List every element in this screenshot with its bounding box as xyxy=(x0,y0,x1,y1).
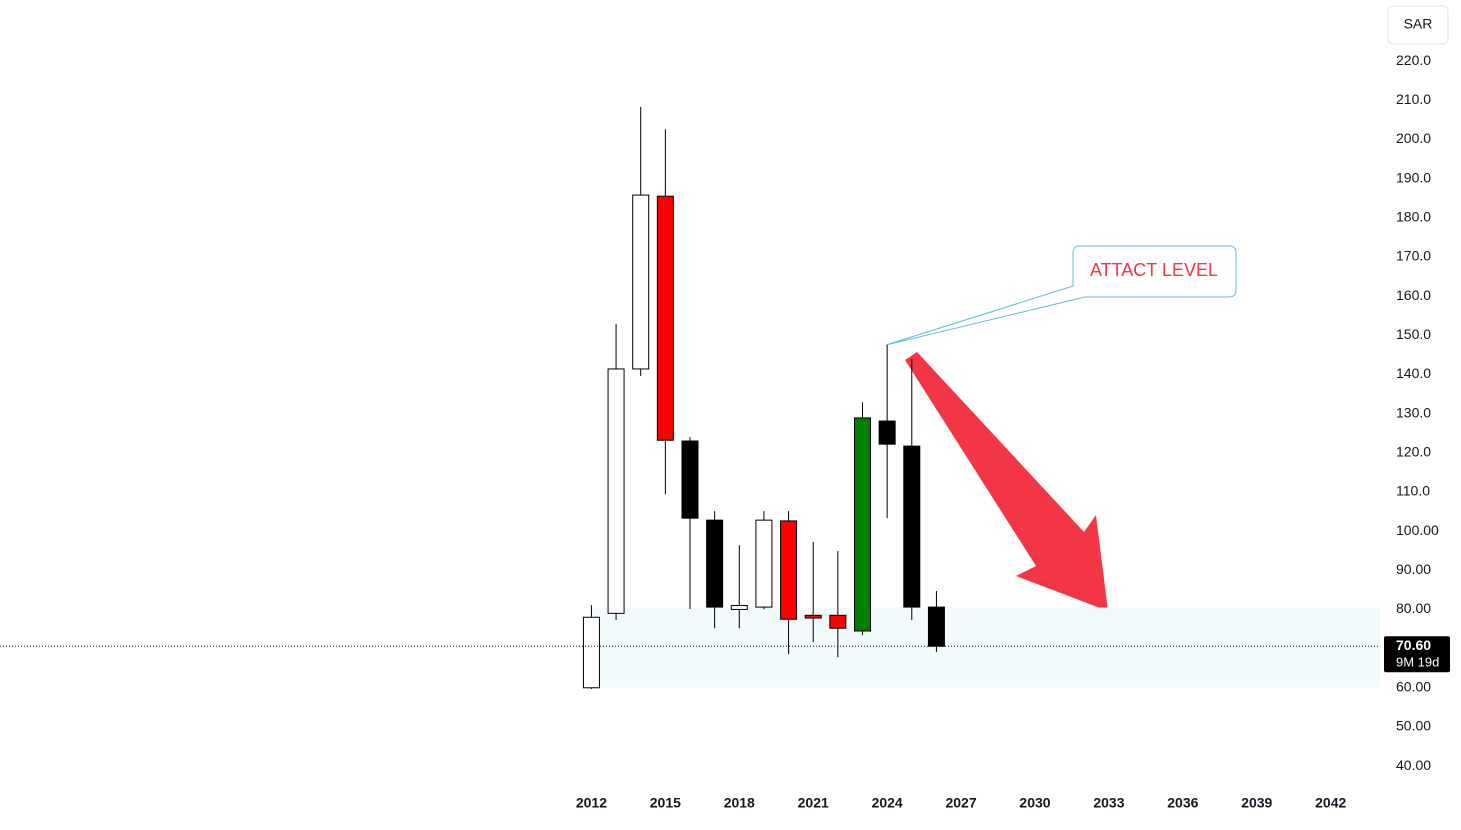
annotation: ATTACT LEVEL xyxy=(1090,260,1218,280)
x-tick-label: 2015 xyxy=(650,795,681,811)
y-tick-label: 170.0 xyxy=(1396,248,1431,264)
x-tick-label: 2021 xyxy=(798,795,829,811)
y-tick-label: 140.0 xyxy=(1396,365,1431,381)
candle-body xyxy=(607,368,625,614)
candle-body xyxy=(829,614,847,629)
x-tick-label: 2042 xyxy=(1315,795,1346,811)
candle-body xyxy=(878,420,896,445)
y-tick-label: 50.00 xyxy=(1396,718,1431,734)
callout xyxy=(885,245,1237,346)
arrow xyxy=(905,352,1108,611)
candle-body xyxy=(903,445,921,608)
x-tick-label: 2024 xyxy=(872,795,903,811)
y-tick-label: 110.0 xyxy=(1396,483,1430,499)
x-tick-label: 2027 xyxy=(945,795,976,811)
candle-body xyxy=(681,440,699,519)
candle-body xyxy=(927,606,945,647)
candle-body xyxy=(656,195,674,441)
y-tick-label: 190.0 xyxy=(1396,169,1431,185)
y-tick-label: 160.0 xyxy=(1396,287,1431,303)
y-tick-label: 60.00 xyxy=(1396,678,1431,694)
candle-body xyxy=(706,519,724,608)
candle-body xyxy=(755,519,773,608)
x-tick-label: 2018 xyxy=(724,795,755,811)
candle-body xyxy=(632,194,650,370)
currency-label: SAR xyxy=(1404,16,1433,32)
candle-body xyxy=(804,614,822,619)
y-tick-label: 210.0 xyxy=(1396,91,1431,107)
y-tick-label: 220.0 xyxy=(1396,52,1431,68)
countdown: 9M 19d xyxy=(1396,655,1439,670)
last-price-label: 70.60 xyxy=(1396,637,1431,653)
y-tick-label: 120.0 xyxy=(1396,443,1431,459)
candle-body xyxy=(730,605,748,610)
zone xyxy=(591,607,1380,688)
candle-body xyxy=(582,616,600,689)
y-tick-label: 180.0 xyxy=(1396,208,1431,224)
x-tick-label: 2033 xyxy=(1093,795,1124,811)
x-tick-label: 2036 xyxy=(1167,795,1198,811)
candle-body xyxy=(780,520,798,620)
y-tick-label: 40.00 xyxy=(1396,757,1431,773)
x-tick-label: 2012 xyxy=(576,795,607,811)
y-tick-label: 90.00 xyxy=(1396,561,1431,577)
x-tick-label: 2030 xyxy=(1019,795,1050,811)
y-tick-label: 80.00 xyxy=(1396,600,1431,616)
currency-box[interactable] xyxy=(1387,5,1449,45)
last-price-box xyxy=(1384,636,1450,673)
y-tick-label: 200.0 xyxy=(1396,130,1431,146)
candle-body xyxy=(854,417,871,632)
y-tick-label: 100.00 xyxy=(1396,522,1439,538)
y-tick-label: 130.0 xyxy=(1396,404,1431,420)
y-tick-label: 150.0 xyxy=(1396,326,1431,342)
x-tick-label: 2039 xyxy=(1241,795,1272,811)
